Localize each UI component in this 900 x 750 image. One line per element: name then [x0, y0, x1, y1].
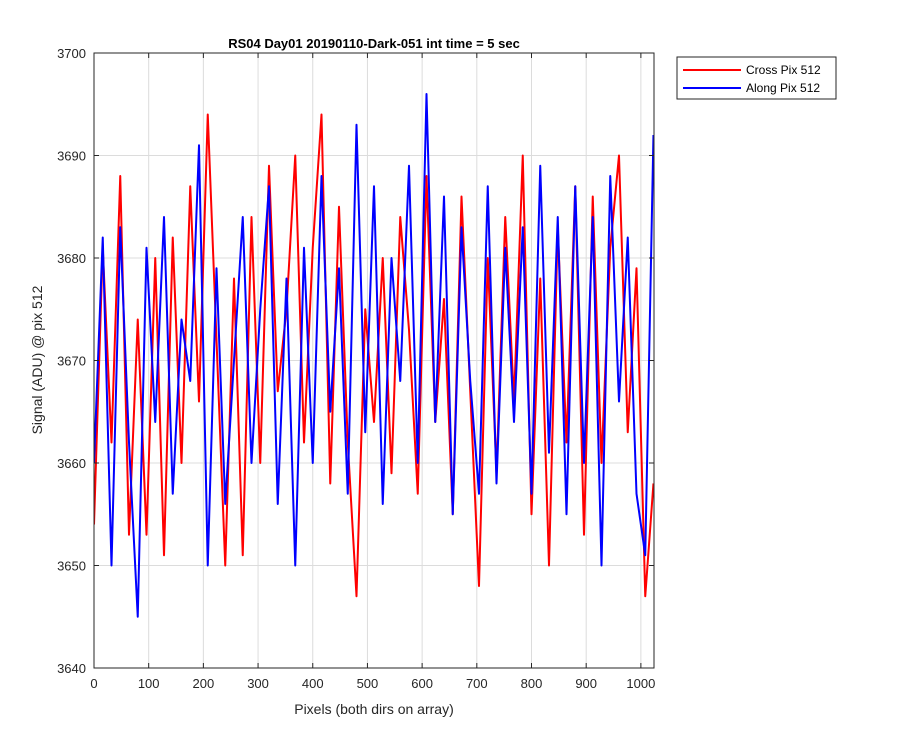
plot-clip: [94, 93, 654, 618]
chart-title: RS04 Day01 20190110-Dark-051 int time = …: [228, 36, 520, 51]
x-tick-label: 600: [411, 676, 433, 691]
x-tick-label: 100: [138, 676, 160, 691]
x-tick-label: 900: [575, 676, 597, 691]
legend-label-cross: Cross Pix 512: [746, 63, 821, 77]
series-line-along-pix: [94, 93, 654, 618]
series-layer: [94, 93, 654, 618]
x-tick-label: 400: [302, 676, 324, 691]
legend: Cross Pix 512 Along Pix 512: [676, 56, 837, 100]
y-axis-label: Signal (ADU) @ pix 512: [29, 285, 45, 434]
y-tick-label: 3700: [57, 46, 86, 61]
x-axis-label: Pixels (both dirs on array): [294, 701, 454, 717]
x-tick-label: 700: [466, 676, 488, 691]
x-tick-label: 800: [521, 676, 543, 691]
y-tick-label: 3670: [57, 354, 86, 369]
x-tick-label: 0: [90, 676, 97, 691]
x-tick-label: 200: [193, 676, 215, 691]
legend-box: [676, 56, 837, 100]
y-tick-label: 3690: [57, 149, 86, 164]
y-tick-label: 3660: [57, 456, 86, 471]
x-tick-label: 1000: [626, 676, 655, 691]
x-tick-label: 500: [357, 676, 379, 691]
y-tick-label: 3680: [57, 251, 86, 266]
y-tick-label: 3650: [57, 559, 86, 574]
axis-ticks: 0 100 200 300 400 500 600 700 800 900 1000 3640 3650…: [57, 46, 655, 691]
y-tick-label: 3640: [57, 661, 86, 676]
legend-label-along: Along Pix 512: [746, 81, 820, 95]
x-tick-label: 300: [247, 676, 269, 691]
